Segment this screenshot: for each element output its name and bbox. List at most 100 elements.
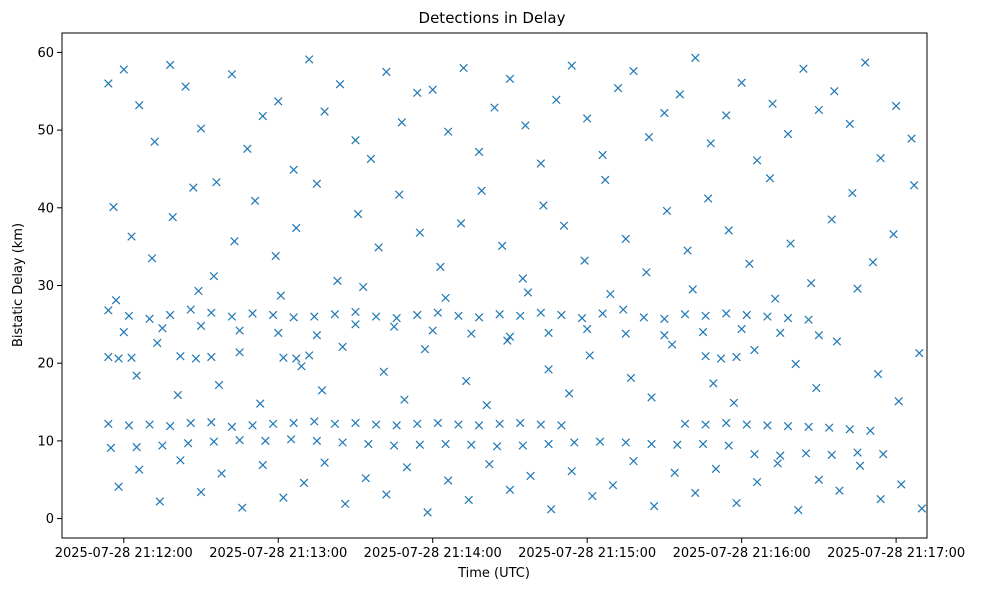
data-point-marker: [443, 127, 453, 136]
data-point-marker: [909, 181, 919, 190]
data-point-marker: [660, 330, 669, 340]
data-point-marker: [371, 420, 381, 429]
data-point-marker: [351, 418, 360, 428]
data-point-marker: [227, 422, 237, 432]
data-point-marker: [716, 354, 726, 363]
data-point-marker: [907, 134, 916, 143]
data-point-marker: [351, 320, 360, 329]
data-point-marker: [742, 420, 752, 429]
data-point-marker: [104, 352, 113, 362]
data-point-marker: [243, 144, 252, 153]
data-point-marker: [557, 421, 566, 430]
data-point-marker: [752, 477, 762, 487]
y-axis-label: Bistatic Delay (km): [11, 223, 26, 347]
data-point-marker: [662, 206, 672, 216]
data-point-marker: [351, 307, 360, 317]
y-axis: 0 10 20 30 40 50 60: [37, 46, 62, 527]
chart-title: Detections in Delay: [419, 9, 566, 27]
data-point-marker: [688, 285, 697, 294]
data-point-marker: [644, 132, 654, 142]
data-point-marker: [196, 124, 206, 133]
data-point-marker: [456, 219, 466, 228]
data-point-marker: [304, 55, 314, 64]
data-point-marker: [516, 311, 525, 321]
data-point-marker: [701, 351, 710, 361]
data-point-marker: [114, 482, 123, 491]
data-point-marker: [737, 324, 746, 334]
y-tick-label: 30: [37, 279, 54, 294]
data-point-marker: [168, 212, 177, 222]
data-point-marker: [196, 321, 206, 331]
data-point-marker: [618, 305, 628, 314]
data-point-marker: [286, 435, 296, 444]
y-tick-label: 50: [37, 124, 54, 139]
data-point-marker: [371, 312, 381, 321]
data-point-marker: [415, 440, 425, 449]
data-point-marker: [827, 215, 836, 224]
data-point-marker: [876, 153, 885, 163]
data-point-marker: [428, 85, 437, 94]
data-point-marker: [613, 83, 623, 93]
data-point-marker: [145, 314, 154, 324]
data-point-marker: [827, 450, 836, 460]
data-point-marker: [389, 441, 399, 450]
data-point-marker: [523, 288, 533, 297]
data-point-marker: [209, 271, 219, 281]
data-point-marker: [333, 276, 342, 286]
data-point-marker: [794, 505, 803, 515]
data-point-marker: [649, 501, 659, 511]
data-point-marker: [673, 440, 682, 449]
data-point-marker: [428, 326, 437, 335]
data-point-marker: [621, 329, 631, 338]
data-point-marker: [165, 60, 175, 70]
y-tick-label: 10: [37, 434, 54, 449]
data-point-marker: [536, 420, 546, 429]
data-point-marker: [106, 443, 116, 453]
data-point-marker: [853, 448, 862, 457]
data-point-marker: [207, 418, 216, 427]
data-point-marker: [114, 354, 123, 363]
data-point-marker: [683, 246, 692, 255]
data-point-marker: [814, 475, 824, 484]
data-point-marker: [338, 438, 347, 447]
data-point-marker: [261, 436, 270, 446]
data-point-marker: [518, 441, 528, 450]
data-point-marker: [358, 282, 368, 292]
data-point-marker: [299, 478, 309, 488]
data-point-marker: [415, 228, 425, 237]
data-point-marker: [786, 239, 795, 248]
data-point-marker: [675, 90, 685, 99]
data-point-marker: [420, 344, 430, 354]
data-point-marker: [474, 421, 484, 430]
data-point-marker: [721, 111, 731, 120]
data-point-marker: [145, 420, 154, 429]
data-point-marker: [791, 359, 800, 369]
data-point-marker: [866, 426, 875, 436]
data-point-marker: [621, 438, 631, 447]
data-point-marker: [104, 419, 113, 429]
data-point-marker: [860, 58, 870, 67]
data-point-marker: [397, 118, 407, 127]
data-point-marker: [698, 439, 708, 449]
data-point-marker: [119, 327, 129, 337]
data-point-marker: [330, 310, 340, 319]
data-point-marker: [135, 101, 144, 110]
x-axis-label: Time (UTC): [457, 566, 530, 581]
data-point-marker: [235, 348, 244, 357]
data-point-marker: [814, 330, 824, 340]
data-point-marker: [191, 354, 201, 363]
data-point-marker: [477, 186, 486, 195]
data-point-marker: [557, 310, 566, 320]
data-point-marker: [274, 97, 283, 106]
data-point-marker: [320, 107, 329, 116]
data-point-marker: [776, 451, 785, 460]
data-point-marker: [814, 105, 824, 115]
data-point-marker: [721, 418, 731, 428]
data-point-marker: [312, 436, 322, 446]
data-point-marker: [235, 435, 244, 445]
data-point-marker: [806, 278, 816, 288]
data-point-marker: [292, 354, 301, 363]
data-point-marker: [132, 442, 141, 452]
data-point-marker: [467, 440, 476, 449]
data-point-marker: [526, 471, 535, 481]
